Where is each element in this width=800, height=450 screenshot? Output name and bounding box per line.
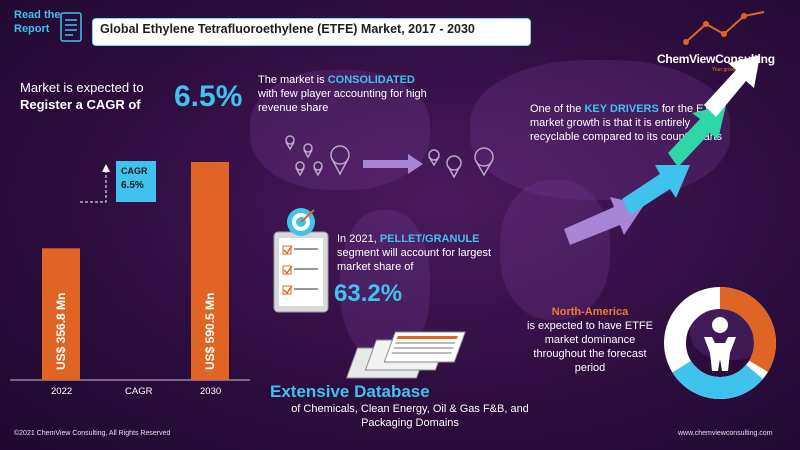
pellet-post: segment will account for largest market … [337,247,492,273]
map-region-eurasia [470,60,730,200]
location-pins-graphic [285,135,494,179]
map-region-north-america [250,70,430,190]
x-tick-2030: 2030 [200,386,222,397]
cagr-box-label: CAGR [121,166,148,176]
arrow-right-icon [363,154,423,174]
consolidated-statement: The market is CONSOLIDATED with few play… [258,73,458,115]
bar-value-label-2030: US$ 590.5 Mn [203,292,217,370]
pellet-statement: In 2021, PELLET/GRANULE segment will acc… [337,232,497,274]
location-pin-icon [428,149,440,167]
location-pin-icon [446,155,462,179]
cagr-headline-value: 6.5% [174,80,243,113]
logo-tagline: Your growth Catalyst [712,67,758,73]
region-statement: North-America is expected to have ETFE m… [520,305,660,375]
x-tick-cagr: CAGR [125,386,153,397]
x-tick-2022: 2022 [51,386,73,397]
location-pin-icon [303,143,313,159]
location-pin-icon [474,147,494,177]
location-pin-icon [313,161,323,177]
cagr-connector-arrowhead [102,164,110,172]
page-title: Global Ethylene Tetrafluoroethylene (ETF… [100,22,475,36]
cagr-box-value: 6.5% [121,180,144,191]
drivers-statement: One of the KEY DRIVERS for the ETFE mark… [530,102,730,144]
report-label: Report [14,23,50,35]
consolidated-post: with few player accounting for high reve… [258,88,427,114]
cagr-headline-line1: Market is expected to [20,80,144,95]
read-the-label: Read the [14,9,61,21]
market-bar-chart [10,162,250,381]
pellet-pre: In 2021, [337,233,380,245]
location-pin-icon [295,161,305,177]
consolidated-highlight: CONSOLIDATED [327,74,415,86]
logo-chart-icon [683,11,765,45]
drivers-post: for the ETFE market growth is that it is… [530,103,725,143]
consolidated-pre: The market is [258,74,328,86]
bar-value-label-2022: US$ 356.8 Mn [54,292,68,370]
drivers-pre: One of the [530,103,585,115]
cagr-connector [80,168,107,203]
person-icon [704,317,736,371]
database-title: Extensive Database [270,382,430,401]
database-icon [345,331,466,379]
cagr-headline-line2: Register a CAGR of [20,97,141,112]
pellet-highlight: PELLET/GRANULE [379,233,480,245]
bar-2030 [191,162,229,380]
drivers-highlight: KEY DRIVERS [584,103,659,115]
report-icon[interactable] [60,12,82,42]
location-pin-icon [330,145,350,176]
clipboard-icon [273,208,329,313]
copyright-text: ©2021 ChemView Consulting, All Rights Re… [14,430,171,437]
pellet-share-value: 63.2% [334,280,403,307]
cagr-box [116,161,156,202]
title-banner [92,18,531,46]
region-text: is expected to have ETFE market dominanc… [527,320,653,374]
location-pin-icon [285,135,295,151]
database-subtitle: of Chemicals, Clean Energy, Oil & Gas F&… [291,403,529,429]
target-icon [287,208,315,236]
donut-icon [664,287,776,399]
region-title: North-America [551,306,629,318]
read-the-report-link[interactable]: Read the Report [14,8,60,36]
checklist-icon [282,245,318,295]
website-link[interactable]: www.chemviewconsulting.com [678,430,773,437]
bar-2022 [42,248,80,380]
growth-arrows-icon [564,55,760,245]
map-region-africa [500,180,610,320]
